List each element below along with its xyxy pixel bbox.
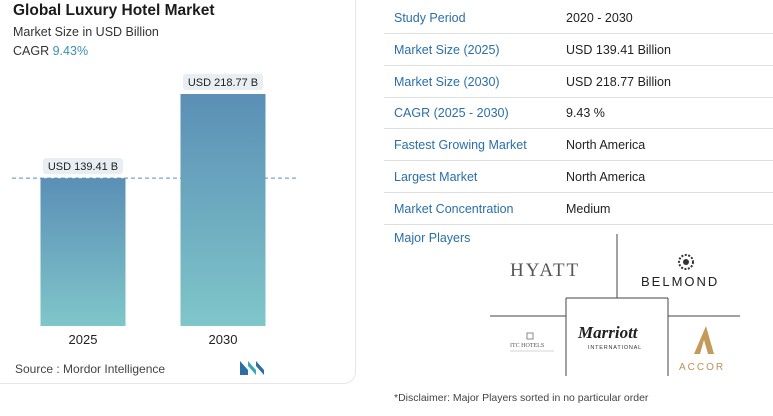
summary-value: North America <box>566 169 646 184</box>
accor-logo: ACCOR <box>679 326 725 373</box>
major-players-label: Major Players <box>394 231 471 245</box>
major-players-logos: HYATT BELMOND ITC HOTELS Marriott INTERN… <box>490 234 740 376</box>
summary-value: 2020 - 2030 <box>566 11 633 25</box>
svg-text:Marriott: Marriott <box>577 323 639 342</box>
cagr-value: 9.43% <box>52 44 89 58</box>
belmond-logo: BELMOND <box>641 254 719 289</box>
summary-key: Fastest Growing Market <box>394 138 527 153</box>
chart-card: Global Luxury Hotel Market Market Size i… <box>0 0 356 384</box>
svg-text:ACCOR: ACCOR <box>679 362 725 373</box>
marriott-logo: Marriott INTERNATIONAL <box>577 323 642 351</box>
summary-row: CAGR (2025 - 2030) 9.43 % <box>384 98 773 130</box>
value-label: USD 218.77 B <box>188 77 258 89</box>
summary-row: Fastest Growing Market North America <box>384 130 773 162</box>
summary-key: Largest Market <box>394 169 478 184</box>
summary-key: Market Concentration <box>394 201 514 216</box>
itc-hotels-logo: ITC HOTELS <box>510 332 554 352</box>
cagr-line: CAGR 9.43% <box>13 44 88 58</box>
summary-row: Study Period 2020 - 2030 <box>384 3 773 34</box>
summary-row: Largest Market North America <box>384 162 773 193</box>
summary-key: Study Period <box>394 11 466 25</box>
value-label-bg <box>183 74 263 91</box>
summary-key: Market Size (2030) <box>394 74 500 89</box>
market-summary-table: Study Period 2020 - 2030 Market Size (2025… <box>384 3 773 226</box>
mordor-intelligence-logo <box>240 361 264 375</box>
summary-value: Medium <box>566 201 611 216</box>
summary-value: North America <box>566 138 646 153</box>
summary-row: Market Concentration Medium <box>384 194 773 225</box>
chart-title: Global Luxury Hotel Market <box>13 2 215 19</box>
summary-row: Market Size (2030) USD 218.77 Billion <box>384 67 773 98</box>
chart-subtitle: Market Size in USD Billion <box>13 25 159 39</box>
hyatt-logo: HYATT <box>510 260 580 281</box>
summary-value: USD 218.77 Billion <box>566 74 671 89</box>
svg-text:ITC HOTELS: ITC HOTELS <box>510 343 544 349</box>
category-label: 2030 <box>209 332 238 347</box>
summary-key: Market Size (2025) <box>394 42 500 57</box>
category-label: 2025 <box>69 332 98 347</box>
svg-text:INTERNATIONAL: INTERNATIONAL <box>588 345 642 351</box>
bar-2025 <box>40 178 126 326</box>
cagr-label: CAGR <box>13 44 50 58</box>
value-label-bg <box>43 158 123 175</box>
bar-2030 <box>180 94 266 326</box>
summary-value: USD 139.41 Billion <box>566 42 671 57</box>
value-label: USD 139.41 B <box>48 161 118 173</box>
disclaimer-text: *Disclaimer: Major Players sorted in no … <box>394 392 649 404</box>
source-text: Source : Mordor Intelligence <box>15 362 166 376</box>
summary-key: CAGR (2025 - 2030) <box>394 106 509 121</box>
summary-value: 9.43 % <box>566 106 605 121</box>
summary-row: Market Size (2025) USD 139.41 Billion <box>384 35 773 66</box>
bar-chart: USD 139.41 B 2025 USD 218.77 B 2030 <box>12 74 298 347</box>
svg-text:BELMOND: BELMOND <box>641 274 719 289</box>
